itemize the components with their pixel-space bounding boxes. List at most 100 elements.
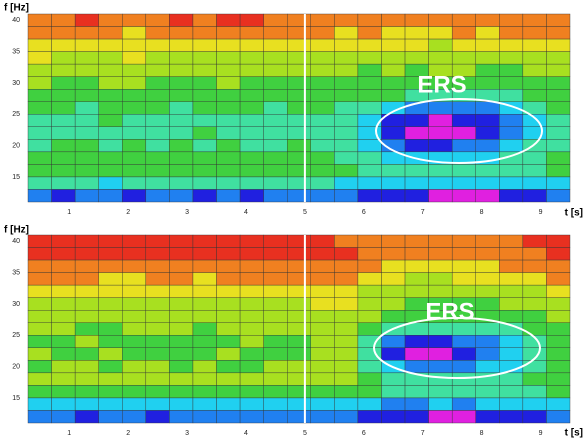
cell — [428, 176, 453, 190]
cell — [499, 88, 524, 102]
cell — [357, 360, 382, 374]
cell — [475, 234, 500, 248]
cell — [98, 13, 123, 27]
cell — [98, 247, 123, 261]
cell — [451, 347, 476, 361]
cell — [74, 63, 99, 77]
cell — [74, 297, 99, 311]
cell — [74, 347, 99, 361]
cell — [51, 410, 76, 424]
cell — [334, 126, 359, 140]
cell — [404, 410, 429, 424]
cell — [216, 410, 241, 424]
cell — [310, 297, 335, 311]
cell — [98, 410, 123, 424]
cell — [475, 51, 500, 65]
cell — [74, 139, 99, 153]
ers-ellipse — [375, 98, 543, 164]
cell — [98, 101, 123, 115]
cell — [522, 247, 547, 261]
cell — [145, 101, 170, 115]
cell — [51, 151, 76, 165]
cell — [287, 360, 311, 374]
cell — [546, 347, 571, 361]
cell — [334, 297, 359, 311]
cell — [122, 372, 147, 386]
cell — [169, 76, 194, 90]
cell — [404, 397, 429, 411]
cell — [239, 114, 264, 128]
cell — [74, 410, 99, 424]
cell — [381, 372, 406, 386]
cell — [381, 164, 406, 178]
y-tick-label: 35 — [12, 48, 20, 55]
cell — [27, 63, 52, 77]
cell — [263, 88, 288, 102]
cell — [122, 247, 147, 261]
cell — [334, 284, 359, 298]
cell — [451, 114, 476, 128]
cell — [216, 139, 241, 153]
cell — [216, 13, 241, 27]
cell — [522, 176, 547, 190]
cell — [27, 76, 52, 90]
cell — [357, 139, 382, 153]
cell — [404, 176, 429, 190]
cell — [522, 272, 547, 286]
cell — [287, 101, 311, 115]
cell — [27, 284, 52, 298]
cell — [310, 13, 335, 27]
x-tick-label: 9 — [539, 209, 543, 216]
cell — [546, 76, 571, 90]
cell — [122, 26, 147, 40]
cell — [74, 51, 99, 65]
cell — [216, 347, 241, 361]
cell — [451, 360, 476, 374]
cell — [27, 297, 52, 311]
cell — [499, 176, 524, 190]
cell — [239, 38, 264, 52]
cell — [263, 247, 288, 261]
cell — [546, 164, 571, 178]
cell — [287, 13, 311, 27]
cell — [357, 385, 382, 399]
cell — [239, 397, 264, 411]
cell — [546, 385, 571, 399]
cell — [522, 164, 547, 178]
cell — [98, 347, 123, 361]
cell — [475, 164, 500, 178]
cell — [428, 372, 453, 386]
cell — [239, 51, 264, 65]
cell — [522, 13, 547, 27]
cell — [98, 164, 123, 178]
cell — [381, 88, 406, 102]
cell — [122, 76, 147, 90]
cell — [122, 88, 147, 102]
cell — [546, 335, 571, 348]
cell — [27, 372, 52, 386]
cell — [74, 101, 99, 115]
cell — [310, 322, 335, 336]
y-axis-label: f [Hz] — [4, 3, 29, 14]
cell — [499, 284, 524, 298]
cell — [192, 234, 217, 248]
cell — [546, 397, 571, 411]
cell — [475, 259, 500, 273]
cell — [522, 114, 547, 128]
cell — [522, 410, 547, 424]
cell — [522, 310, 547, 323]
cell — [51, 397, 76, 411]
cell — [522, 126, 547, 140]
cell — [263, 126, 288, 140]
cell — [451, 51, 476, 65]
cell — [451, 234, 476, 248]
cell — [192, 272, 217, 286]
cell — [216, 189, 241, 203]
cell — [499, 247, 524, 261]
cell — [27, 151, 52, 165]
cell — [169, 284, 194, 298]
cell — [263, 284, 288, 298]
cell — [499, 76, 524, 90]
cell — [334, 164, 359, 178]
